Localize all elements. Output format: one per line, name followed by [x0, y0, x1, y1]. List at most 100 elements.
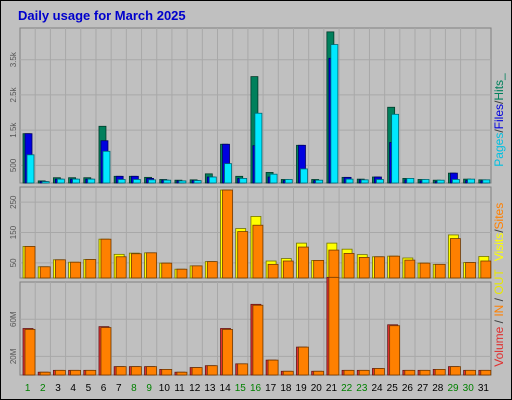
bar-sites-day-20 [313, 260, 325, 279]
bar-pages-day-7 [117, 179, 126, 184]
bar-in-day-6 [100, 327, 112, 376]
bar-in-day-22 [343, 369, 355, 376]
x-tick-label: 6 [101, 383, 107, 394]
legend-entry: / [492, 295, 506, 305]
bar-in-day-23 [358, 369, 370, 376]
bar-pages-day-23 [360, 179, 369, 184]
bar-in-day-31 [480, 369, 492, 376]
x-tick-label: 19 [296, 383, 308, 394]
x-tick-label: 22 [341, 383, 353, 394]
bar-pages-day-21 [330, 44, 339, 184]
y-tick-label: 3.5k [9, 51, 18, 67]
x-tick-label: 13 [204, 383, 216, 394]
x-tick-label: 8 [131, 383, 137, 394]
bar-pages-day-5 [87, 178, 96, 184]
bar-in-day-18 [282, 370, 294, 376]
x-tick-label: 24 [371, 383, 383, 394]
bar-in-day-8 [130, 366, 142, 376]
x-tick-label: 18 [280, 383, 292, 394]
bar-sites-day-19 [298, 246, 309, 279]
x-tick-label: 3 [55, 383, 61, 394]
bar-pages-day-31 [482, 179, 491, 184]
bar-pages-day-25 [391, 113, 400, 184]
bar-sites-day-10 [161, 262, 173, 279]
bar-sites-day-5 [85, 259, 97, 279]
y-tick-label: 150 [9, 225, 18, 239]
bar-in-day-14 [222, 329, 233, 376]
y-tick-label: 250 [9, 195, 18, 209]
bar-in-day-3 [54, 369, 66, 376]
bar-pages-day-4 [72, 178, 80, 184]
x-tick-label: 15 [235, 383, 247, 394]
y-tick-label: 50 [9, 258, 18, 267]
x-tick-label: 17 [265, 383, 277, 394]
bar-sites-day-27 [419, 262, 431, 279]
x-tick-label: 1 [25, 383, 31, 394]
bar-sites-day-9 [146, 252, 157, 279]
bar-in-day-11 [176, 371, 188, 376]
x-tick-label: 23 [356, 383, 368, 394]
bar-pages-day-29 [452, 179, 460, 184]
bar-pages-day-13 [208, 176, 217, 184]
bar-in-day-27 [419, 369, 431, 376]
bar-pages-day-19 [300, 168, 308, 184]
bar-sites-day-21 [328, 249, 340, 279]
bar-sites-day-23 [358, 256, 370, 279]
bar-sites-day-17 [267, 263, 279, 279]
bar-in-day-13 [206, 365, 218, 376]
legend-entry: Hits_ [492, 73, 506, 101]
bar-sites-day-29 [450, 238, 461, 279]
bar-pages-day-17 [269, 173, 278, 184]
bar-in-day-30 [465, 369, 477, 376]
bar-sites-day-7 [115, 256, 127, 279]
bar-in-day-17 [267, 359, 279, 376]
bar-sites-day-30 [465, 262, 477, 279]
bar-sites-day-12 [191, 265, 203, 279]
bar-pages-day-12 [193, 180, 202, 184]
bar-in-day-4 [70, 369, 81, 376]
bar-pages-day-11 [178, 180, 187, 184]
x-tick-label: 7 [116, 383, 122, 394]
bar-pages-day-10 [163, 179, 172, 184]
bar-pages-day-6 [102, 150, 111, 184]
bar-sites-day-11 [176, 268, 188, 279]
y-tick-label: 1.5k [9, 122, 18, 138]
legend-entry: IN [492, 305, 506, 317]
bar-sites-day-3 [54, 259, 66, 279]
bar-in-day-1 [24, 329, 36, 376]
x-tick-label: 4 [70, 383, 76, 394]
bar-sites-day-18 [282, 260, 294, 279]
legend-top: Pages/Files/Hits_ [492, 73, 506, 167]
x-tick-label: 14 [220, 383, 232, 394]
bar-pages-day-26 [406, 178, 415, 184]
bar-in-day-16 [252, 304, 264, 376]
bar-sites-day-1 [24, 246, 36, 279]
bar-pages-day-8 [132, 179, 141, 184]
x-tick-label: 2 [40, 383, 46, 394]
bar-in-day-21 [328, 276, 340, 376]
bar-in-day-12 [191, 367, 203, 376]
bar-in-day-20 [313, 370, 325, 376]
bar-in-day-24 [374, 368, 385, 376]
bar-sites-day-2 [39, 266, 51, 279]
bar-sites-day-13 [206, 261, 218, 279]
bar-sites-day-24 [374, 256, 385, 279]
bar-sites-day-16 [252, 224, 264, 279]
x-tick-label: 28 [432, 383, 444, 394]
bar-pages-day-24 [376, 179, 384, 184]
bar-in-day-9 [146, 366, 157, 376]
x-tick-label: 11 [174, 383, 185, 394]
y-tick-label: 500 [9, 158, 18, 172]
bar-pages-day-2 [41, 181, 50, 184]
y-tick-label: 20M [9, 348, 18, 364]
legend-entry: / [492, 317, 506, 327]
bar-pages-day-15 [239, 178, 248, 184]
bar-sites-day-6 [100, 238, 112, 279]
x-tick-label: 29 [447, 383, 459, 394]
x-tick-label: 30 [463, 383, 475, 394]
legend-entry: Volume [492, 326, 506, 366]
legend-entry: Pages [492, 133, 506, 167]
bar-pages-day-20 [315, 179, 324, 184]
bar-sites-day-28 [434, 263, 446, 279]
x-tick-label: 26 [402, 383, 414, 394]
